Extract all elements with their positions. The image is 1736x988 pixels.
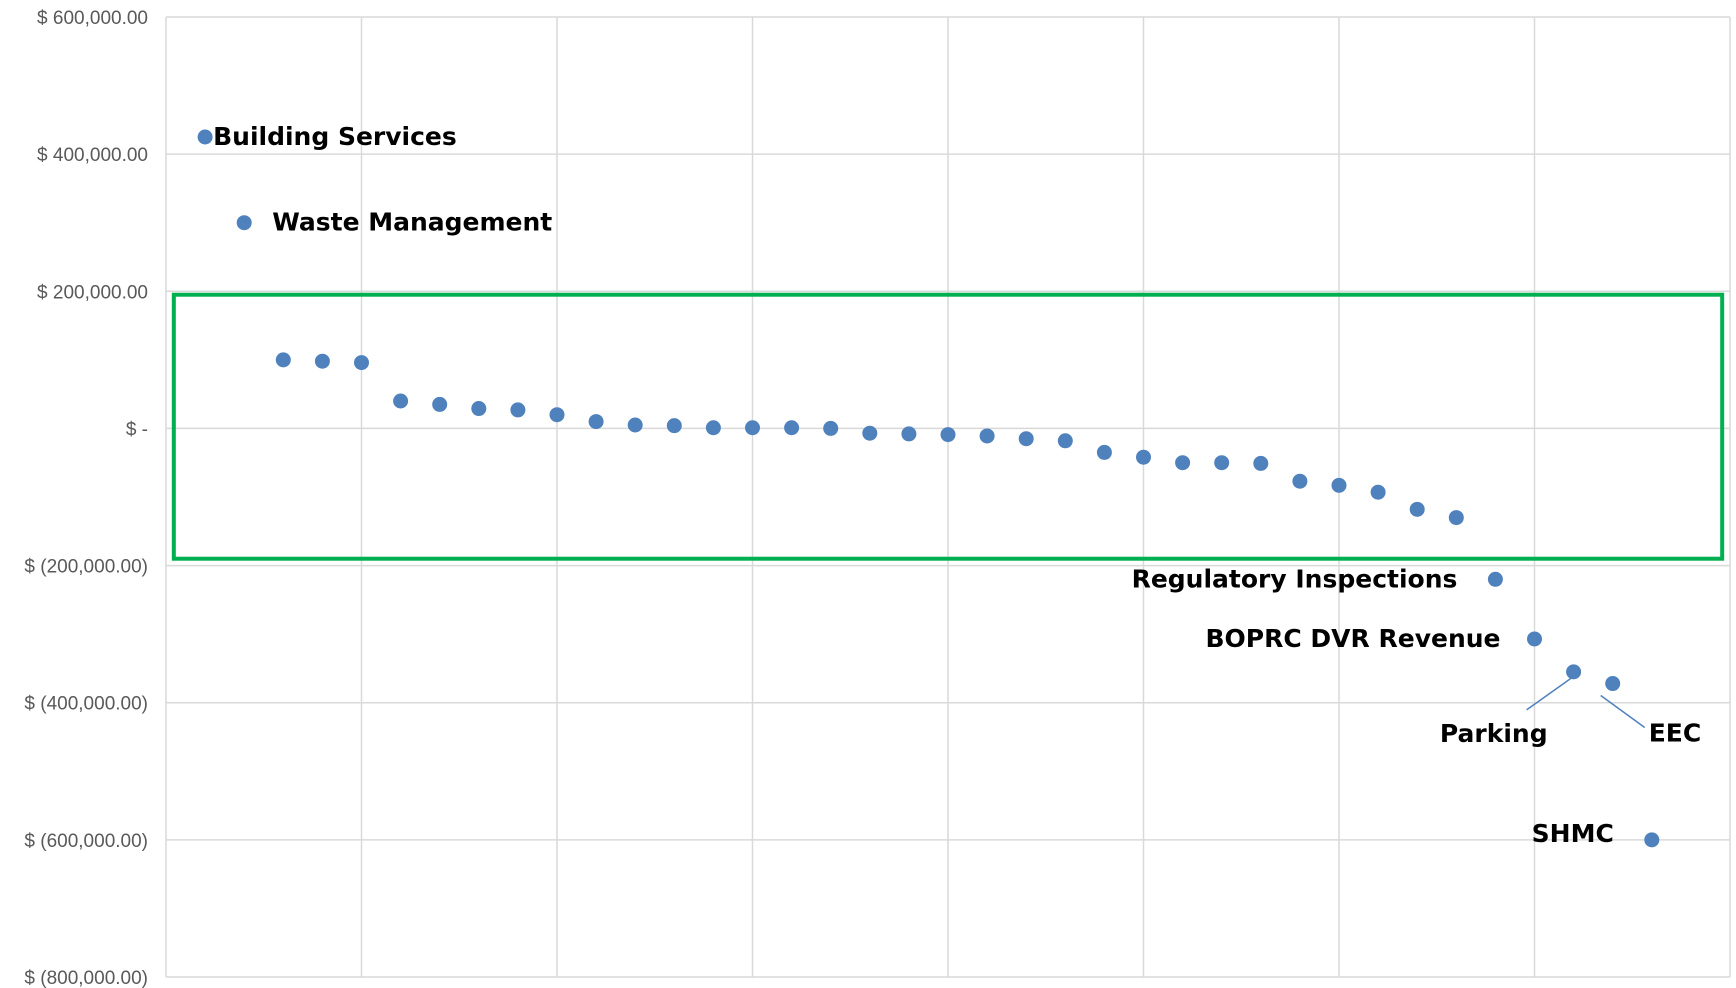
data-point: [1605, 676, 1621, 692]
data-point: [314, 353, 330, 369]
data-point: [1096, 444, 1112, 460]
data-point: [705, 420, 721, 436]
point-label: Regulatory Inspections: [1132, 564, 1458, 593]
point-label: EEC: [1649, 719, 1702, 748]
data-point: [1448, 510, 1464, 526]
data-point: [1331, 477, 1347, 493]
gridlines: [165, 16, 1731, 978]
point-labels: Building Services Waste Management Regulat…: [213, 122, 1701, 848]
y-axis-tick-labels: $ 600,000.00 $ 400,000.00 $ 200,000.00 $ - $…: [24, 8, 148, 988]
data-point: [432, 396, 448, 412]
data-point: [862, 425, 878, 441]
data-point: [471, 401, 487, 417]
data-point: [1175, 455, 1191, 471]
data-point: [745, 420, 760, 436]
data-point: [784, 420, 800, 436]
data-point: [979, 428, 995, 444]
data-point: [1527, 631, 1542, 647]
data-point: [393, 393, 409, 409]
point-label: Waste Management: [272, 208, 552, 237]
highlight-box: [171, 292, 1725, 561]
data-point: [588, 414, 604, 430]
data-point: [1566, 664, 1582, 680]
data-point: [197, 129, 213, 145]
data-point: [1370, 484, 1386, 500]
data-point: [1644, 832, 1660, 848]
data-point: [627, 417, 643, 433]
y-tick-label: $ 200,000.00: [37, 282, 148, 303]
data-point: [1292, 473, 1308, 489]
data-point: [1057, 433, 1073, 449]
y-tick-label: $ (600,000.00): [24, 831, 148, 852]
y-tick-label: $ -: [126, 419, 148, 440]
y-tick-label: $ (200,000.00): [24, 557, 148, 578]
data-point: [510, 402, 526, 418]
point-label: Parking: [1440, 719, 1548, 748]
data-point: [236, 215, 252, 231]
data-point: [901, 426, 917, 442]
leader-line: [1600, 694, 1646, 729]
point-label: BOPRC DVR Revenue: [1206, 624, 1501, 653]
data-point: [1018, 431, 1034, 447]
y-tick-label: $ (800,000.00): [24, 968, 148, 988]
data-points: [197, 129, 1660, 848]
y-tick-label: $ 400,000.00: [37, 145, 148, 166]
data-point: [1136, 449, 1151, 465]
point-label: SHMC: [1532, 819, 1614, 848]
data-point: [275, 352, 291, 368]
data-point: [666, 418, 682, 434]
point-label: Building Services: [213, 122, 457, 151]
data-point: [1409, 501, 1425, 517]
data-point: [940, 427, 956, 443]
data-point: [1487, 571, 1503, 587]
data-point: [823, 420, 839, 436]
data-point: [354, 355, 369, 371]
data-point: [1214, 455, 1230, 471]
leader-lines: [1526, 677, 1646, 729]
y-tick-label: $ 600,000.00: [37, 8, 148, 29]
leader-line: [1526, 677, 1573, 711]
y-tick-label: $ (400,000.00): [24, 694, 148, 715]
data-point: [549, 407, 565, 423]
data-point: [1253, 455, 1269, 471]
